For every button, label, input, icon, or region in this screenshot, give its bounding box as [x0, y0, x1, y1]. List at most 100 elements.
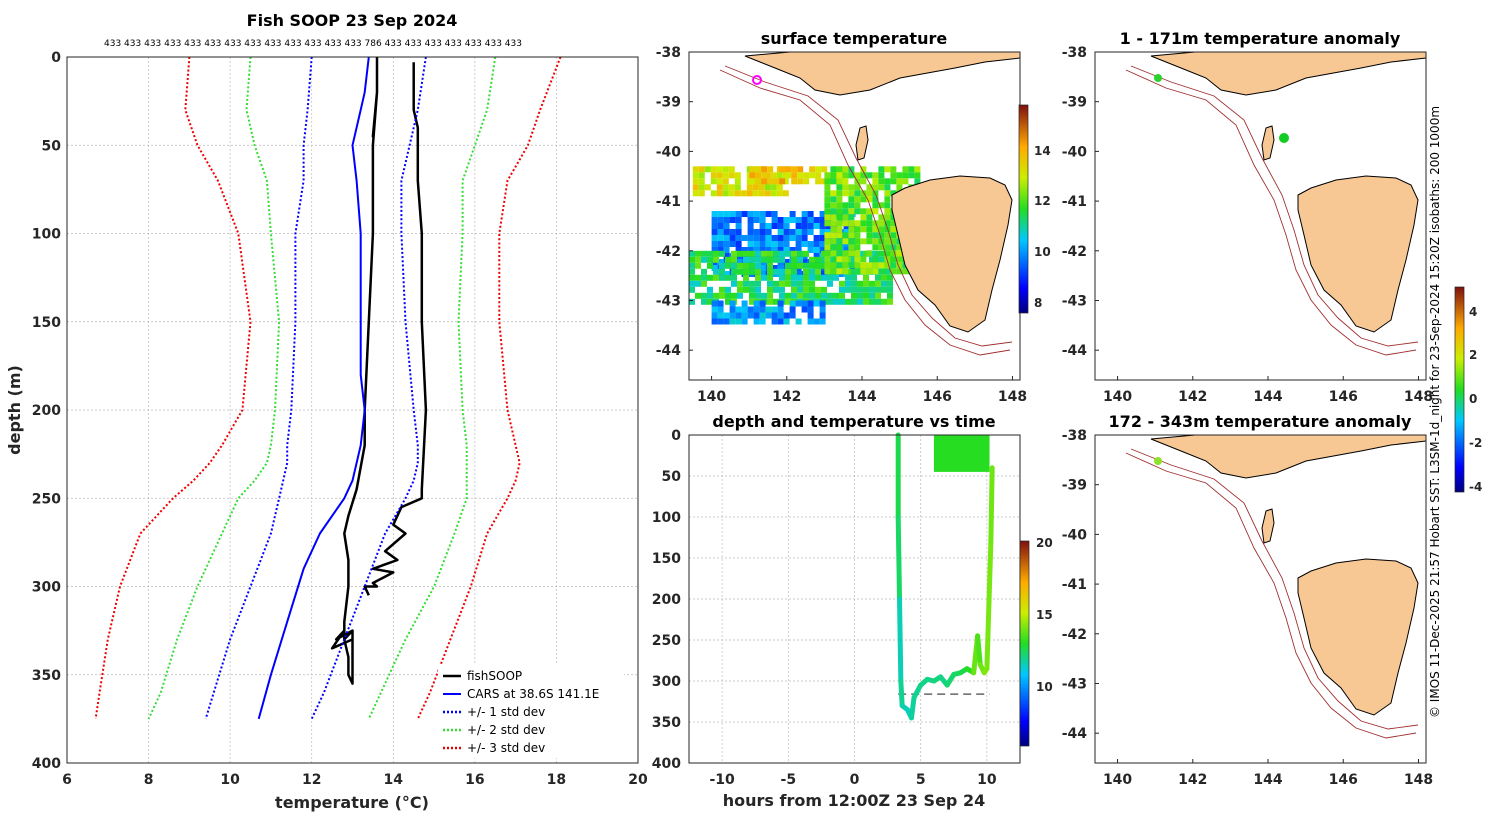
sst-pixel — [753, 306, 760, 313]
sst-pixel — [890, 256, 897, 263]
sst-pixel — [851, 274, 857, 281]
sst-pixel — [801, 300, 808, 307]
sst-pixel — [872, 184, 879, 191]
sst-pixel — [866, 196, 873, 203]
profile-y-tick: 150 — [32, 315, 61, 331]
sst-pixel — [701, 250, 707, 257]
sst-pixel — [890, 262, 897, 269]
sst-pixel — [863, 286, 869, 293]
sst-pixel — [830, 226, 837, 233]
sst-pixel — [836, 208, 843, 215]
sst-pixel — [783, 318, 790, 325]
sst-pixel — [860, 178, 867, 185]
sst-pixel — [776, 190, 783, 197]
sst-pixel — [878, 262, 885, 269]
sst-pixel — [729, 235, 736, 241]
time-profile-segment — [988, 465, 995, 545]
sst-pixel — [845, 286, 851, 293]
sst-pixel — [759, 318, 766, 325]
time-y-tick: 350 — [652, 715, 681, 731]
profile-y-tick: 0 — [51, 50, 61, 66]
sst-pixel — [866, 190, 873, 197]
sst-y-ticks: -38 -39 -40 -41 -42 -43 -44 — [656, 45, 693, 359]
sst-pixel — [896, 184, 903, 191]
sst-pixel — [842, 202, 849, 209]
sst-pixel — [719, 262, 725, 269]
sst-pixel — [801, 211, 808, 217]
sst-pixel — [819, 235, 826, 241]
legend-box — [438, 664, 624, 758]
sst-pixel — [884, 262, 891, 269]
sst-pixel — [753, 229, 760, 235]
sst-pixel — [839, 292, 845, 299]
sst-pixel — [765, 235, 772, 241]
sst-pixel — [755, 280, 761, 287]
sst-pixel — [869, 286, 875, 293]
sst-pixel — [767, 166, 774, 173]
sst-pixel — [770, 184, 777, 191]
sst-pixel — [854, 184, 861, 191]
sst-pixel — [836, 178, 843, 185]
sst-pixel — [851, 292, 857, 299]
sst-pixel — [735, 235, 742, 241]
sst-pixel — [717, 259, 724, 265]
sst-pixel — [735, 259, 742, 265]
sst-pixel — [848, 262, 855, 269]
sst-pixel — [789, 247, 796, 253]
sst-pixel — [860, 226, 867, 233]
sst-pixel — [755, 256, 761, 263]
sst-pixel — [729, 211, 736, 217]
sst-pixel — [761, 250, 767, 257]
sst-pixel — [723, 271, 730, 277]
sst-pixel — [728, 184, 735, 191]
sst-pixel — [896, 172, 903, 179]
sst-pixel — [735, 223, 742, 229]
sst-pixel — [803, 172, 810, 179]
sst-pixel — [716, 178, 723, 185]
sst-pixel — [689, 280, 695, 287]
sst-pixel — [821, 292, 827, 299]
sst-pixel — [761, 256, 767, 263]
sst-pixel — [719, 292, 725, 299]
sst-pixel — [749, 250, 755, 257]
sst-pixel — [795, 318, 802, 325]
sst-pixel — [735, 247, 742, 253]
sst-pixel — [863, 250, 869, 257]
sst-pixel — [803, 262, 809, 269]
sst-pixel — [884, 232, 891, 239]
anom1-y-tick: -41 — [1062, 194, 1087, 210]
sst-pixel — [761, 178, 768, 185]
sst-pixel — [872, 178, 879, 185]
sst-pixel — [815, 262, 821, 269]
time-x-tick: -5 — [781, 772, 797, 788]
sst-pixel — [729, 241, 736, 247]
sst-pixel — [866, 220, 873, 227]
sst-pixel — [896, 250, 903, 257]
sst-pixel — [711, 265, 718, 271]
sst-pixel — [743, 256, 749, 263]
anomaly-map-1-axes — [1094, 51, 1427, 381]
sst-pixel — [866, 262, 873, 269]
sst-pixel — [777, 306, 784, 313]
sst-y-tick: -39 — [656, 95, 681, 111]
sst-pixel — [743, 280, 749, 287]
sst-pixel — [884, 166, 891, 173]
sst-pixel — [723, 235, 730, 241]
sst-pixel — [731, 292, 737, 299]
sst-pixel — [749, 292, 755, 299]
anom1-x-tick: 146 — [1329, 389, 1358, 405]
sst-pixel — [851, 286, 857, 293]
sst-pixel — [884, 202, 891, 209]
sst-pixel — [836, 244, 843, 251]
profile-y-label: depth (m) — [5, 365, 24, 455]
sst-pixel — [872, 172, 879, 179]
sst-colorbar — [1018, 104, 1029, 314]
sst-pixel — [857, 286, 863, 293]
sst-pixel — [735, 217, 742, 223]
sst-pixel — [734, 178, 741, 185]
sst-pixel — [695, 250, 701, 257]
sst-pixel — [692, 178, 699, 185]
sst-pixel — [731, 256, 737, 263]
sst-pixel — [791, 286, 797, 293]
profile-series-line — [257, 56, 370, 720]
